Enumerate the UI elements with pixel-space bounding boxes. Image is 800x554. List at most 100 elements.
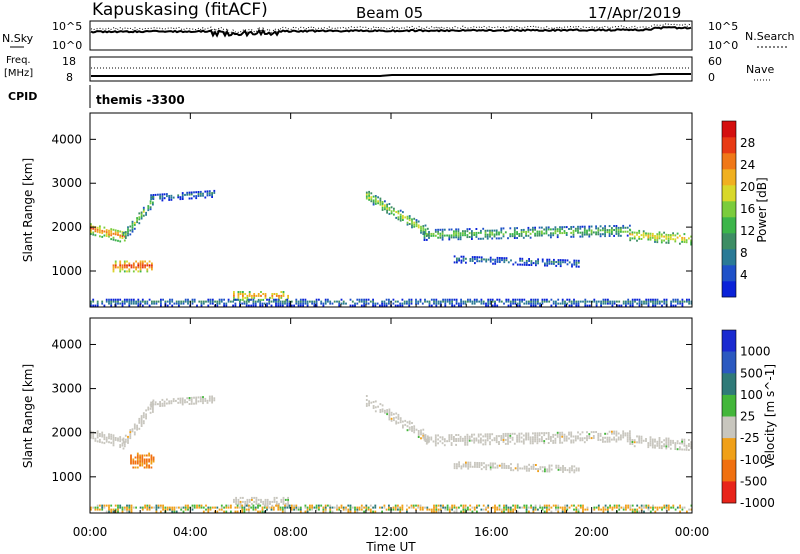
echo-cell (329, 506, 332, 509)
echo-cell (90, 302, 92, 305)
echo-cell (651, 438, 654, 441)
echo-cell (466, 443, 469, 446)
echo-cell (243, 300, 246, 303)
echo-cell (561, 510, 564, 513)
echo-cell (541, 440, 543, 443)
echo-cell (119, 440, 122, 443)
echo-cell (535, 262, 537, 265)
colorbar-segment (722, 373, 736, 396)
echo-cell (114, 508, 117, 511)
echo-cell (568, 506, 571, 509)
echo-cell (494, 262, 497, 265)
echo-cell (658, 233, 661, 236)
echo-cell (252, 304, 255, 307)
echo-cell (572, 233, 575, 236)
echo-cell (119, 266, 122, 269)
echo-cell (114, 264, 117, 267)
echo-cell (242, 496, 244, 499)
echo-cell (622, 230, 625, 233)
echo-cell (519, 259, 521, 262)
echo-cell (266, 498, 269, 501)
echo-cell (160, 300, 162, 303)
echo-cell (202, 194, 204, 197)
echo-cell (379, 203, 382, 206)
echo-cell (108, 233, 110, 236)
echo-cell (399, 304, 402, 307)
echo-cell (196, 504, 198, 507)
echo-cell (417, 226, 420, 229)
echo-cell (669, 238, 672, 241)
echo-cell (92, 506, 95, 509)
echo-cell (157, 506, 160, 509)
echo-cell (121, 510, 124, 513)
echo-cell (455, 300, 458, 303)
echo-cell (241, 504, 244, 507)
echo-cell (381, 410, 384, 413)
echo-cell (566, 302, 569, 305)
echo-cell (347, 508, 350, 511)
echo-cell (205, 300, 207, 303)
echo-cell (516, 504, 519, 507)
echo-cell (480, 229, 482, 232)
echo-cell (518, 304, 521, 307)
echo-cell (195, 400, 198, 403)
echo-cell (94, 304, 97, 307)
echo-cell (489, 229, 491, 232)
echo-cell (363, 298, 365, 301)
echo-cell (126, 260, 128, 263)
echo-cell (96, 228, 99, 231)
echo-cell (518, 506, 521, 509)
echo-cell (99, 231, 101, 234)
echo-cell (476, 463, 479, 466)
echo-cell (159, 403, 161, 405)
echo-cell (446, 504, 449, 507)
echo-cell (372, 401, 375, 403)
echo-cell (647, 444, 650, 447)
echo-cell (453, 467, 456, 470)
echo-cell (471, 260, 474, 262)
echo-cell (150, 456, 153, 459)
echo-cell (507, 508, 510, 511)
echo-cell (679, 300, 681, 303)
echo-cell (663, 300, 666, 303)
echo-cell (406, 217, 409, 220)
echo-cell (546, 262, 549, 265)
echo-cell (636, 508, 639, 511)
echo-cell (616, 300, 618, 303)
echo-cell (658, 446, 661, 449)
echo-cell (464, 302, 467, 305)
echo-cell (402, 219, 404, 221)
echo-cell (184, 508, 187, 511)
echo-cell (618, 504, 621, 507)
echo-cell (123, 270, 126, 273)
echo-cell (548, 258, 551, 261)
echo-cell (620, 228, 622, 231)
echo-cell (439, 508, 442, 511)
echo-cell (90, 434, 92, 437)
echo-cell (288, 302, 291, 305)
echo-cell (572, 441, 575, 444)
echo-cell (665, 508, 668, 511)
echo-cell (268, 300, 271, 303)
echo-cell (559, 265, 562, 268)
echo-cell (422, 231, 425, 234)
echo-cell (613, 225, 615, 227)
echo-cell (105, 436, 108, 439)
echo-cell (211, 506, 214, 509)
echo-cell (406, 223, 409, 226)
echo-cell (417, 224, 420, 227)
echo-cell (547, 228, 550, 231)
echo-cell (360, 506, 363, 509)
echo-cell (496, 464, 499, 467)
echo-cell (96, 302, 99, 305)
echo-cell (588, 433, 591, 436)
echo-cell (593, 298, 596, 301)
echo-cell (428, 302, 431, 305)
echo-cell (525, 508, 528, 511)
echo-cell (453, 510, 456, 513)
echo-cell (545, 228, 548, 231)
echo-cell (547, 234, 550, 237)
echo-cell (377, 196, 379, 199)
echo-cell (665, 235, 668, 238)
echo-cell (392, 298, 395, 301)
